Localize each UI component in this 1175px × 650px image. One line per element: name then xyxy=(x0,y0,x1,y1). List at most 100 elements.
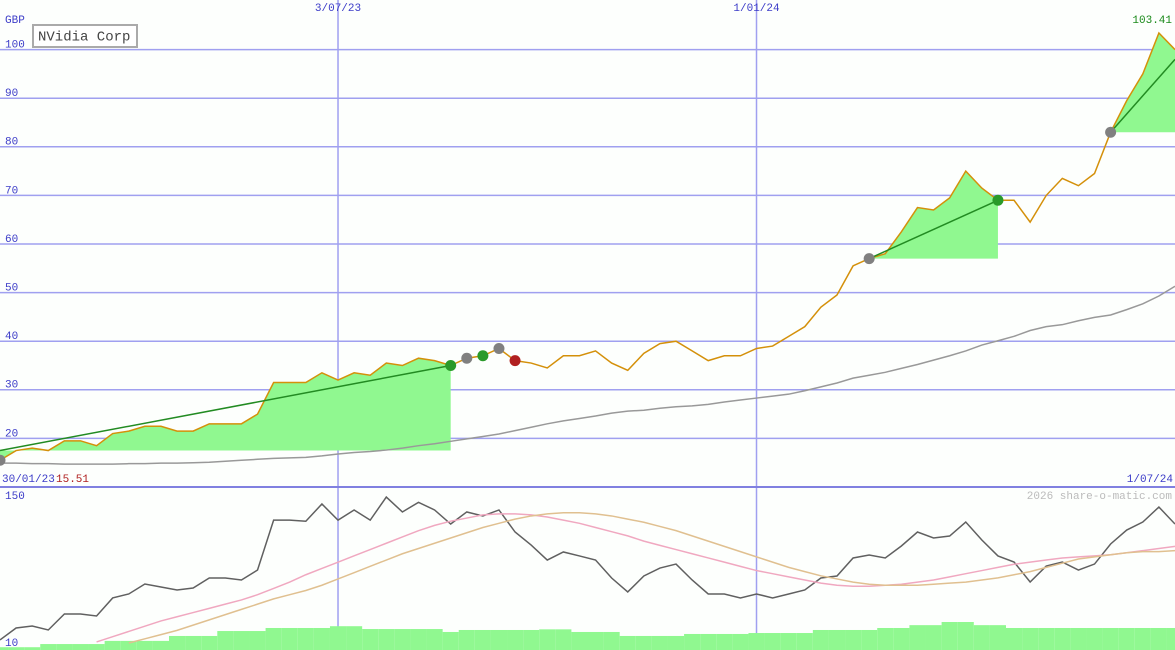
y-tick-label: 30 xyxy=(5,380,18,392)
volume-bar xyxy=(555,629,572,650)
volume-bar xyxy=(619,635,636,650)
volume-bar xyxy=(941,622,958,650)
volume-bar xyxy=(651,635,668,650)
volume-bar xyxy=(973,625,990,650)
signal-marker xyxy=(445,360,457,371)
volume-bar xyxy=(1022,627,1039,650)
volume-bar xyxy=(603,631,620,650)
volume-bar xyxy=(88,644,105,650)
volume-bar xyxy=(378,629,395,650)
volume-bar xyxy=(877,627,894,650)
volume-bar xyxy=(152,640,170,650)
volume-bar xyxy=(700,633,717,650)
volume-bar xyxy=(410,629,427,650)
volume-bar xyxy=(474,629,491,650)
data-layer xyxy=(0,31,1175,644)
volume-bar xyxy=(72,644,89,650)
volume-bar xyxy=(1038,627,1055,650)
front-layer: 20 30 40 50 60 70 80 90 100 10 150 30/01/23 3/07/23 1… xyxy=(0,3,1175,650)
volume-bar xyxy=(845,629,862,650)
volume-bar xyxy=(0,647,9,650)
volume-bar xyxy=(1070,627,1087,650)
volume-bar xyxy=(716,633,733,650)
volume-bar xyxy=(120,640,137,650)
x-tick-label: 30/01/23 xyxy=(2,474,55,486)
y-tick-label: 70 xyxy=(5,185,18,197)
volume-bar xyxy=(989,625,1006,650)
series-line xyxy=(0,285,1175,465)
x-tick-label: 1/01/24 xyxy=(733,3,780,15)
volume-bar xyxy=(909,625,926,650)
volume-bar xyxy=(1005,627,1023,650)
x-tick-label: 3/07/23 xyxy=(315,3,361,15)
volume-bar xyxy=(925,625,942,650)
signal-marker xyxy=(461,352,473,364)
y-tick-label: 90 xyxy=(5,88,18,100)
volume-bar xyxy=(893,627,910,650)
volume-bar xyxy=(587,631,604,650)
volume-bar xyxy=(748,633,765,650)
volume-bar xyxy=(217,631,234,650)
volume-bar xyxy=(667,635,685,650)
volume-bar xyxy=(1102,627,1119,650)
volume-bar xyxy=(523,629,540,650)
volume-bar xyxy=(426,629,443,650)
volume-bar xyxy=(104,640,121,650)
volume-bar xyxy=(732,633,749,650)
volume-bar xyxy=(313,627,330,650)
series-line xyxy=(0,31,1175,461)
volume-bar xyxy=(1150,627,1167,650)
first-value-label: 15.51 xyxy=(56,474,89,486)
last-high-label: 103.41 xyxy=(1132,15,1172,27)
chart-title: NVidia Corp xyxy=(38,30,130,46)
y-tick-label: 80 xyxy=(5,137,18,149)
signal-marker xyxy=(992,194,1004,206)
volume-bar xyxy=(957,622,974,650)
volume-bar xyxy=(1134,627,1151,650)
volume-bar xyxy=(233,631,250,650)
gain-area xyxy=(1110,33,1175,133)
gain-area xyxy=(869,171,998,259)
volume-bar xyxy=(764,633,781,650)
signal-marker xyxy=(477,350,489,362)
volume-bar xyxy=(56,644,73,650)
y-tick-label: 150 xyxy=(5,491,25,503)
volume-bar xyxy=(635,635,652,650)
signal-marker xyxy=(509,355,521,367)
trend-line xyxy=(868,199,999,260)
signal-marker xyxy=(0,454,6,466)
volume-bar xyxy=(249,631,266,650)
volume-bar xyxy=(1086,627,1103,650)
volume-bar xyxy=(1166,627,1175,650)
signal-marker xyxy=(1105,126,1117,138)
y-tick-label: 20 xyxy=(5,428,18,440)
series-line xyxy=(96,513,1175,643)
volume-bar xyxy=(812,629,829,650)
y-tick-label: 40 xyxy=(5,331,18,343)
series-line xyxy=(128,512,1175,644)
trend-line xyxy=(1110,58,1175,133)
volume-bar xyxy=(539,629,556,650)
y-axis-label: GBP xyxy=(5,15,25,27)
volume-bar xyxy=(458,629,475,650)
volume-bar xyxy=(8,647,25,650)
volume-bar xyxy=(346,626,363,650)
gain-area xyxy=(0,358,451,461)
volume-bar xyxy=(442,631,459,650)
volume-bar xyxy=(136,640,153,650)
volume-bar xyxy=(185,635,202,650)
volume-bar xyxy=(828,629,846,650)
volume-bar xyxy=(169,635,186,650)
volume-bar xyxy=(281,627,298,650)
volume-bar xyxy=(1118,627,1135,650)
volume-bar xyxy=(394,629,411,650)
y-tick-label: 50 xyxy=(5,283,18,295)
y-tick-label: 10 xyxy=(5,638,18,650)
volume-bar xyxy=(780,633,797,650)
y-tick-label: 60 xyxy=(5,234,18,246)
volume-bar xyxy=(40,644,57,650)
series-line xyxy=(0,495,1175,641)
volume-bar xyxy=(297,627,314,650)
